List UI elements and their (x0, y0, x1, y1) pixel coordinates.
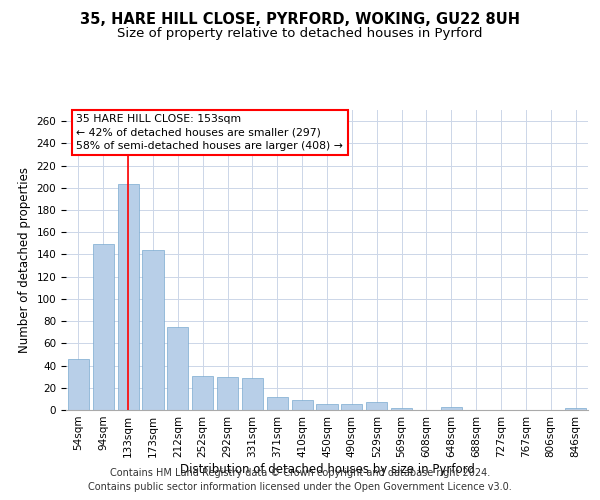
Bar (118, 184, 139, 410)
Bar (93, 244, 114, 410)
X-axis label: Distribution of detached houses by size in Pyrford: Distribution of detached houses by size … (179, 462, 475, 475)
Text: 35 HARE HILL CLOSE: 153sqm
← 42% of detached houses are smaller (297)
58% of sem: 35 HARE HILL CLOSE: 153sqm ← 42% of deta… (76, 114, 343, 151)
Bar (142, 250, 164, 410)
Text: Contains public sector information licensed under the Open Government Licence v3: Contains public sector information licen… (88, 482, 512, 492)
Text: 35, HARE HILL CLOSE, PYRFORD, WOKING, GU22 8UH: 35, HARE HILL CLOSE, PYRFORD, WOKING, GU… (80, 12, 520, 28)
Y-axis label: Number of detached properties: Number of detached properties (18, 167, 31, 353)
Bar (565, 408, 586, 410)
Bar (391, 408, 412, 410)
Bar (217, 376, 238, 410)
Bar (267, 396, 288, 410)
Bar (68, 359, 89, 410)
Bar (441, 406, 462, 410)
Bar (341, 404, 362, 410)
Text: Size of property relative to detached houses in Pyrford: Size of property relative to detached ho… (117, 28, 483, 40)
Bar (167, 326, 188, 410)
Bar (316, 404, 338, 410)
Bar (192, 376, 213, 410)
Text: Contains HM Land Registry data © Crown copyright and database right 2024.: Contains HM Land Registry data © Crown c… (110, 468, 490, 477)
Bar (366, 402, 387, 410)
Bar (242, 378, 263, 410)
Bar (292, 400, 313, 410)
